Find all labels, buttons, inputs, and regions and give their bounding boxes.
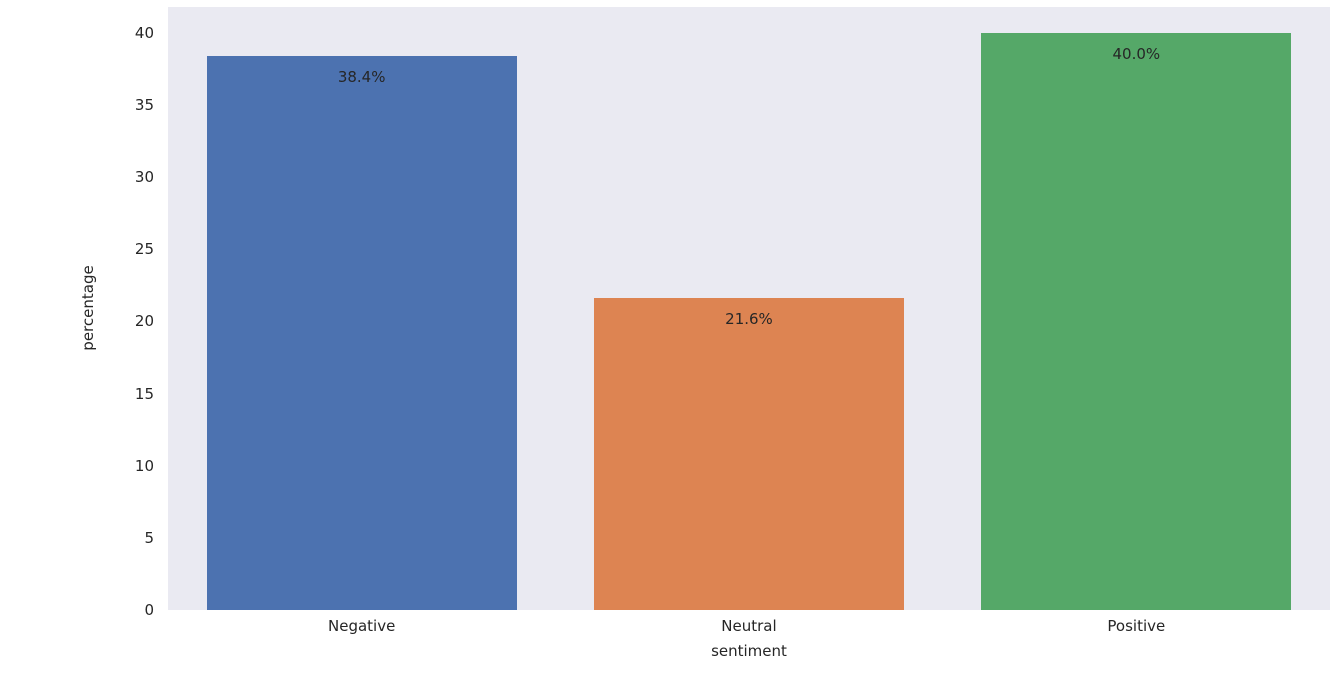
- bars-container: 38.4% 21.6% 40.0%: [168, 7, 1330, 610]
- y-tick-label: 0: [144, 601, 154, 619]
- y-tick-label: 35: [134, 96, 154, 115]
- x-tick-label: Neutral: [721, 617, 777, 635]
- bar-slot-positive: 40.0%: [943, 7, 1330, 610]
- y-tick-label: 25: [134, 240, 154, 259]
- y-axis-title: percentage: [79, 265, 97, 351]
- y-tick-label: 20: [134, 312, 154, 331]
- y-tick-label: 30: [134, 168, 154, 187]
- bar-neutral: 21.6%: [594, 298, 904, 610]
- bar-value-label: 21.6%: [725, 310, 773, 329]
- y-tick-label: 40: [134, 23, 154, 42]
- y-tick-label: 10: [134, 456, 154, 475]
- x-axis-title: sentiment: [711, 642, 787, 660]
- x-tick-label: Positive: [1107, 617, 1166, 635]
- y-tick-label: 5: [144, 528, 154, 547]
- plot-area: 38.4% 21.6% 40.0%: [168, 7, 1330, 610]
- bar-slot-negative: 38.4%: [168, 7, 555, 610]
- bar-positive: 40.0%: [981, 32, 1292, 610]
- x-axis-ticks: Negative Neutral Positive: [168, 617, 1330, 635]
- x-tick-label: Negative: [328, 617, 396, 635]
- bar-slot-neutral: 21.6%: [555, 7, 942, 610]
- y-tick-label: 15: [134, 384, 154, 403]
- bar-negative: 38.4%: [206, 56, 517, 610]
- bar-value-label: 38.4%: [337, 68, 386, 87]
- bar-value-label: 40.0%: [1112, 44, 1161, 63]
